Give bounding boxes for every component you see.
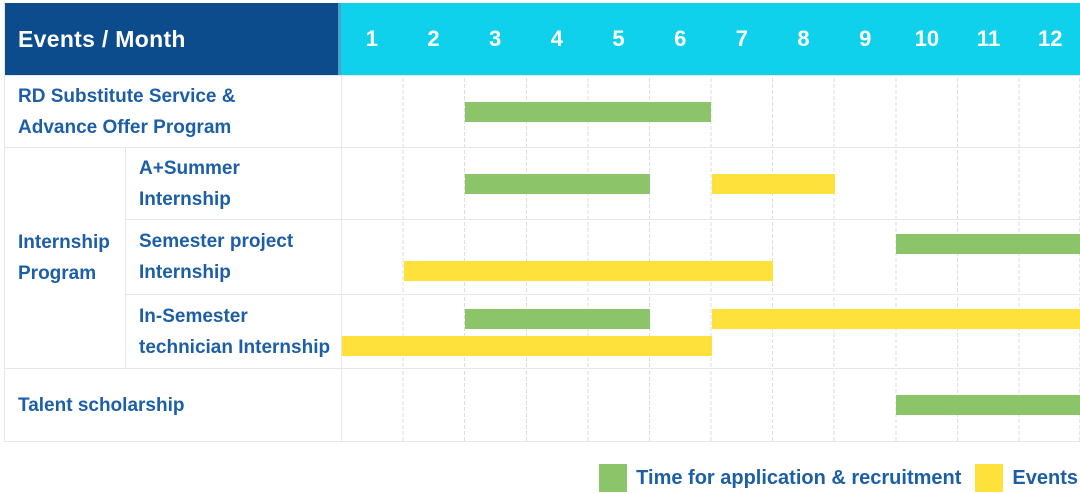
month-header-label: 10 <box>914 26 940 51</box>
row-label-a-plus-summer: A+Summer Internship <box>125 147 341 219</box>
gantt-bar-green <box>465 101 712 122</box>
chart-cell-a-plus-summer <box>341 147 1080 219</box>
table-header-events-month: Events / Month <box>5 3 341 75</box>
row-label-semester-project: Semester project Internship <box>125 219 341 294</box>
month-header-label: 1 <box>365 26 378 51</box>
chart-cell-talent-scholarship <box>341 368 1080 441</box>
legend: Time for application & recruitment Event… <box>599 464 1078 492</box>
month-header-label: 3 <box>489 26 502 51</box>
month-header-label: 6 <box>674 26 687 51</box>
row-label-in-semester-technician: In-Semester technician Internship <box>125 294 341 368</box>
gantt-bar-yellow <box>403 261 774 281</box>
legend-swatch-green-icon <box>599 464 628 492</box>
gantt-bar-yellow <box>711 309 1080 329</box>
row-label-line: Internship <box>139 188 231 210</box>
row-label-line: In-Semester <box>139 305 248 327</box>
month-header-label: 2 <box>427 26 440 51</box>
month-header-label: 8 <box>797 26 810 51</box>
gantt-bar-green <box>465 309 650 329</box>
month-header-label: 11 <box>976 26 1001 51</box>
gantt-bar-green <box>896 395 1080 415</box>
legend-item-application: Time for application & recruitment <box>599 464 961 492</box>
month-header-label: 5 <box>612 26 625 51</box>
chart-cell-in-semester-technician <box>341 294 1080 368</box>
legend-label-application: Time for application & recruitment <box>636 466 962 489</box>
row-label-line: A+Summer <box>139 157 240 179</box>
gantt-bar-yellow <box>711 173 835 194</box>
row-label-line: Internship <box>139 262 231 283</box>
chart-cell-semester-project <box>341 219 1080 294</box>
row-label-line: Semester project <box>139 231 294 252</box>
month-header-label: 7 <box>735 26 748 51</box>
row-label-line: technician Internship <box>139 336 331 358</box>
group-label-line: Internship <box>18 232 110 253</box>
chart-cell-rd-substitute <box>341 75 1080 147</box>
row-label-talent-scholarship: Talent scholarship <box>5 368 341 441</box>
schedule-table: Events / Month 1 2 3 4 5 6 7 8 9 10 11 1… <box>4 3 1080 442</box>
row-label-line: RD Substitute Service & <box>18 85 236 107</box>
month-header-label: 12 <box>1037 26 1063 51</box>
gantt-bar-yellow <box>342 336 712 356</box>
events-month-header-label: Events / Month <box>18 25 186 52</box>
row-label-line: Talent scholarship <box>18 394 185 416</box>
legend-swatch-yellow-icon <box>975 464 1004 492</box>
row-label-line: Advance Offer Program <box>18 116 232 138</box>
row-label-rd-substitute: RD Substitute Service & Advance Offer Pr… <box>5 75 341 147</box>
gantt-bar-green <box>465 173 650 194</box>
gantt-bar-green <box>896 234 1080 254</box>
month-header-label: 4 <box>550 26 563 51</box>
month-header-row: 1 2 3 4 5 6 7 8 9 10 11 12 <box>341 3 1080 75</box>
legend-item-events: Events <box>975 464 1078 492</box>
month-header-label: 9 <box>859 26 872 51</box>
group-label-internship-program: Internship Program <box>5 147 125 368</box>
legend-label-events: Events <box>1012 466 1078 489</box>
group-label-line: Program <box>18 263 97 284</box>
